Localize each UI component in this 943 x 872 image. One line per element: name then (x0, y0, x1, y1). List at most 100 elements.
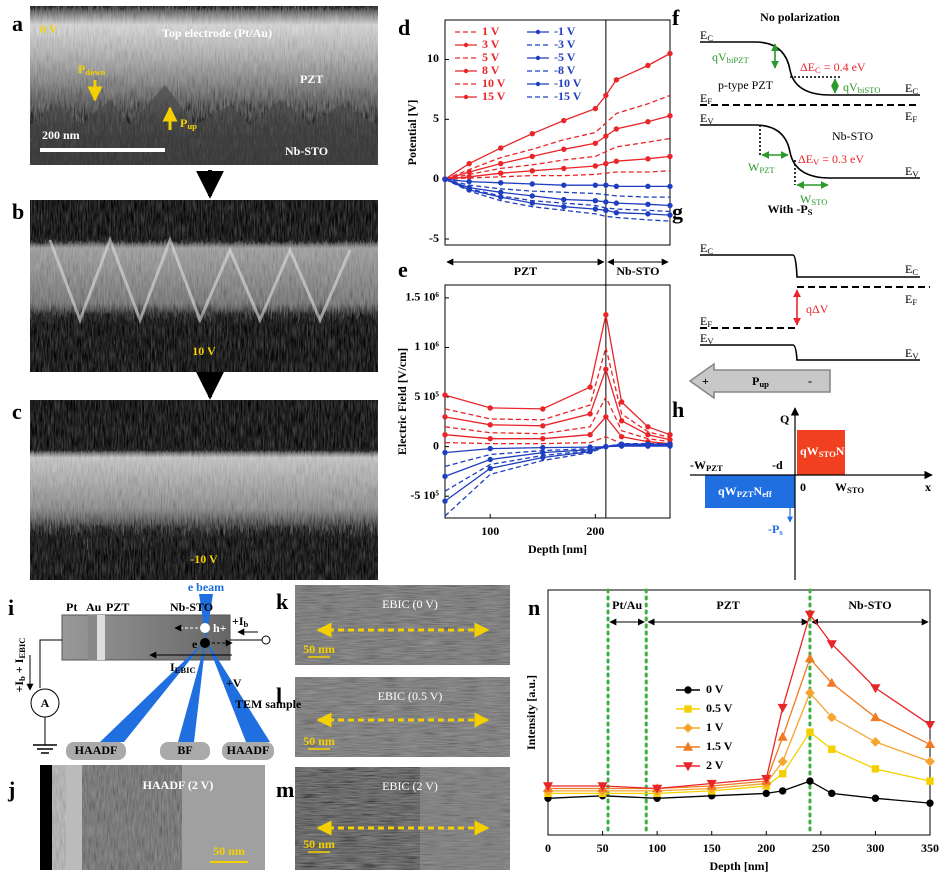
series-line (444, 155, 671, 180)
y-tick-label: 1 10⁶ (414, 339, 439, 353)
text-part: W (800, 192, 812, 206)
y-axis-label: Electric Field [V/cm] (395, 348, 409, 455)
image-title: EBIC (2 V) (382, 779, 438, 793)
subscript: F (912, 114, 917, 124)
text-part: = 0.3 eV (819, 152, 864, 166)
text-part: Q (780, 412, 789, 426)
y-tick-label: 0 (433, 171, 439, 185)
region-label: PZT (514, 264, 537, 278)
text-part: W (748, 160, 760, 174)
panel-label: l (276, 683, 282, 708)
legend-label: 15 V (482, 89, 506, 103)
charge-label: qWSTOND (800, 444, 851, 459)
schematic-label: e beam (188, 580, 224, 594)
image-title: EBIC (0 V) (382, 597, 438, 611)
label: Pup (180, 116, 197, 131)
band-label: EC (700, 241, 713, 256)
image-title: HAADF (2 V) (143, 778, 214, 792)
image-title: EBIC (0.5 V) (378, 689, 443, 703)
scale-label: 50 nm (213, 844, 245, 858)
scale-label: 200 nm (42, 128, 80, 142)
marker (540, 406, 546, 412)
band-label: ΔEV = 0.3 eV (798, 152, 864, 167)
x-tick-label: 200 (586, 524, 604, 538)
legend-label: 3 V (482, 37, 500, 51)
series-line (444, 347, 671, 439)
marker (540, 444, 546, 451)
au-layer (97, 615, 105, 660)
marker (498, 180, 504, 186)
micrograph (30, 400, 378, 580)
subscript: S (808, 207, 813, 217)
legend-label: -15 V (554, 89, 582, 103)
tem-image-c (30, 400, 378, 580)
series-line (444, 170, 671, 180)
x-tick-label: 250 (812, 841, 830, 855)
hole (200, 623, 210, 633)
text-part: Au (86, 600, 102, 614)
valence-band (700, 124, 920, 179)
text-part: W (835, 480, 847, 494)
marker (924, 721, 936, 730)
subscript: F (707, 319, 712, 329)
marker (645, 119, 651, 125)
y-tick-label: 5 10⁵ (414, 389, 439, 403)
schematic-label: HAADF (227, 743, 270, 757)
text-part: P (78, 62, 85, 76)
label: PZT (300, 72, 323, 86)
scale-label: 50 nm (303, 734, 335, 748)
text-part: x (925, 480, 931, 494)
band-label: qΔV (806, 302, 829, 316)
marker (587, 411, 593, 417)
marker (652, 784, 663, 794)
charge-diagram-h (690, 407, 933, 580)
text-part: Nb-STO (832, 129, 873, 143)
marker (603, 160, 609, 167)
series-line (444, 178, 671, 207)
marker (645, 211, 651, 217)
marker (806, 777, 814, 785)
text-part: ΔE (798, 152, 813, 166)
panel-label: m (276, 777, 294, 802)
marker (529, 168, 535, 174)
label: Top electrode (Pt/Au) (162, 26, 272, 40)
e-beam (199, 594, 213, 640)
marker (592, 182, 599, 188)
band-label: Pup (752, 374, 769, 389)
marker (529, 130, 535, 137)
legend-marker (684, 705, 692, 713)
marker (487, 465, 493, 472)
text-part: -d (772, 458, 783, 472)
band-diagram-g (688, 254, 930, 400)
grain-texture (48, 235, 352, 325)
marker (466, 160, 472, 167)
marker (603, 366, 609, 372)
y-axis-label: Intensity [a.u.] (524, 675, 538, 750)
y-tick-label: -5 10⁵ (410, 488, 439, 502)
marker (603, 92, 609, 99)
marker (924, 739, 936, 749)
tem-image-a (30, 6, 378, 165)
charge-label: -WPZT (690, 458, 723, 473)
text-part: -W (690, 458, 706, 472)
marker (540, 435, 546, 442)
diagram-title: With -PS (768, 202, 813, 217)
y-tick-label: 0 (433, 438, 439, 452)
band-label: qVbiPZT (712, 50, 749, 65)
marker (645, 201, 651, 208)
marker (529, 193, 535, 199)
text-part: +I (12, 681, 26, 693)
text-part: I (170, 660, 175, 674)
marker (778, 787, 787, 795)
marker (498, 145, 504, 151)
subscript: C (912, 86, 918, 96)
series-line (548, 613, 931, 790)
y-tick-label: -5 (429, 231, 439, 245)
band-label: WSTO (800, 192, 827, 207)
text-part: qW (800, 444, 819, 458)
text-part: P (752, 374, 759, 388)
y-tick-label: 5 (433, 111, 439, 125)
voltage-label: 10 V (192, 344, 216, 358)
x-tick-label: 100 (648, 841, 666, 855)
